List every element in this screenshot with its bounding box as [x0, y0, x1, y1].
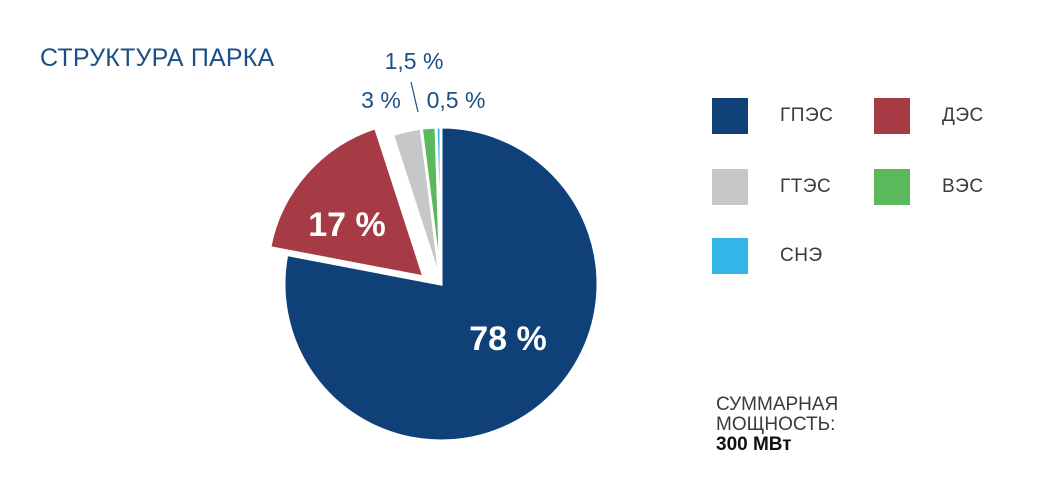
legend-swatch-sne: [712, 238, 748, 274]
total-label-line1: СУММАРНАЯ: [716, 394, 839, 415]
slice-label-4: 0,5 %: [427, 87, 486, 113]
legend-swatch-gpes: [712, 98, 748, 134]
leader-line-ves: [410, 81, 419, 113]
slice-label-1: 17 %: [308, 206, 386, 244]
chart-title: СТРУКТУРА ПАРКА: [40, 44, 275, 72]
legend-label-ves: ВЭС: [942, 176, 984, 197]
legend-item-gpes: ГПЭС: [712, 98, 833, 134]
pie-slice-1: [268, 125, 427, 279]
legend-label-gtes: ГТЭС: [780, 176, 832, 197]
slice-label-0: 78 %: [469, 320, 547, 358]
legend-item-des: ДЭС: [874, 98, 984, 134]
legend-swatch-des: [874, 98, 910, 134]
slice-label-2: 3 %: [361, 87, 401, 113]
legend-item-gtes: ГТЭС: [712, 169, 831, 205]
legend-swatch-gtes: [712, 169, 748, 205]
legend-label-gpes: ГПЭС: [780, 105, 834, 126]
legend-label-des: ДЭС: [942, 105, 984, 126]
slice-label-3: 1,5 %: [385, 48, 444, 74]
legend-item-sne: СНЭ: [712, 238, 823, 274]
legend-swatch-ves: [874, 169, 910, 205]
total-capacity: СУММАРНАЯ МОЩНОСТЬ: 300 МВт: [716, 395, 838, 455]
legend-item-ves: ВЭС: [874, 169, 984, 205]
legend-label-sne: СНЭ: [780, 245, 823, 266]
total-label-line2: МОЩНОСТЬ:: [716, 414, 836, 435]
total-value: 300 МВт: [716, 434, 792, 455]
pie-slice-4: [434, 125, 443, 285]
pie-slice-0: [282, 125, 600, 443]
